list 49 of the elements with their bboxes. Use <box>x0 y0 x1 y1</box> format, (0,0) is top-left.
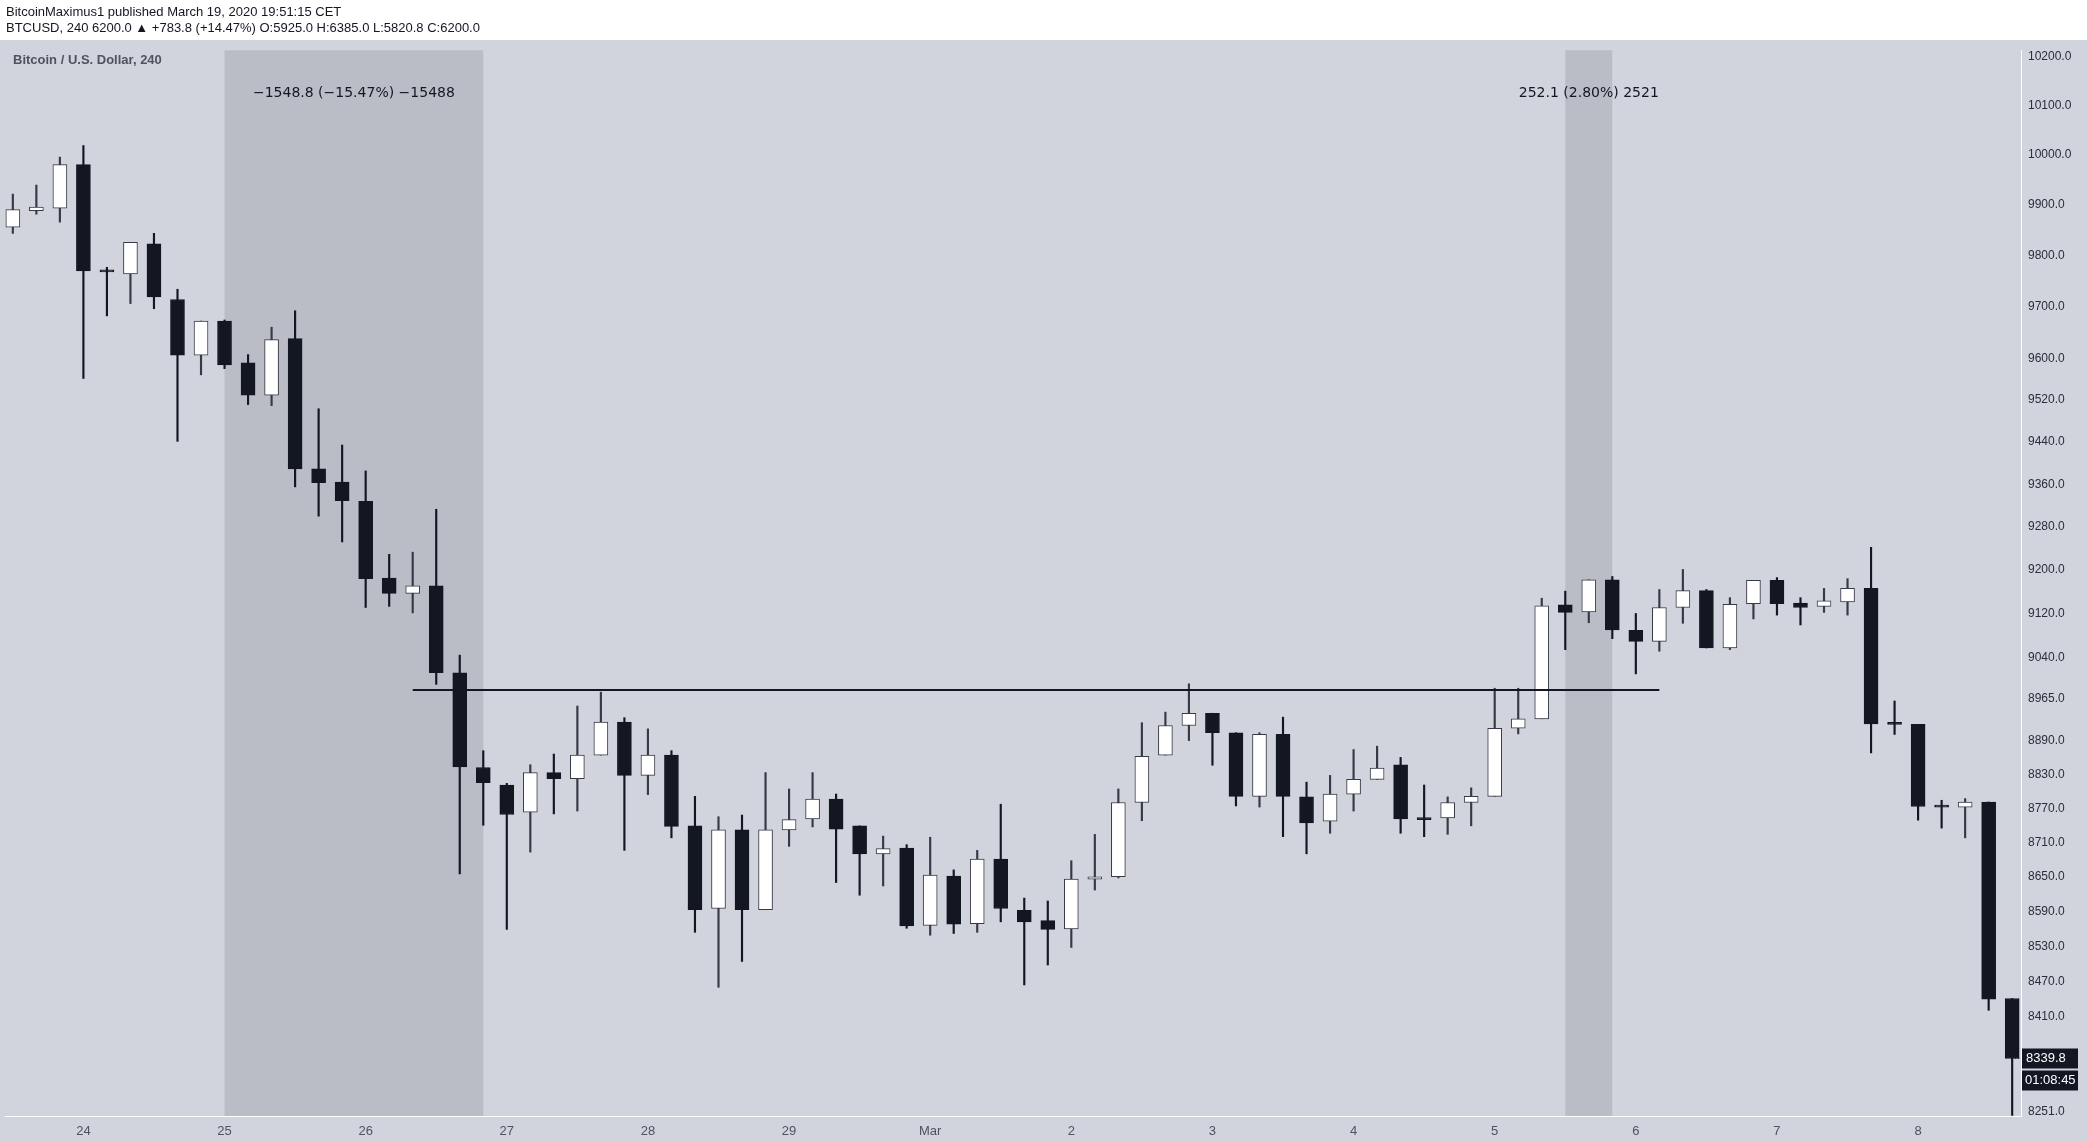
x-tick-label: 3 <box>1208 1123 1217 1139</box>
annotation: 8339.8 <box>2026 1050 2066 1066</box>
y-tick-label: 9700.0 <box>2028 298 2066 313</box>
y-tick-label: 8965.0 <box>2028 691 2066 706</box>
y-tick-label: 10000.0 <box>2028 147 2072 162</box>
y-tick-label: 8770.0 <box>2028 800 2066 815</box>
text: 01:08:45 <box>2025 1072 2076 1088</box>
x-tick-label: 27 <box>499 1123 515 1139</box>
y-tick-label: 9440.0 <box>2028 434 2066 449</box>
x-tick-label: 8 <box>1914 1123 1922 1139</box>
band-label: −1548.8 (−15.47%) −15488 <box>252 83 455 100</box>
x-tick-label: 7 <box>1773 1123 1781 1139</box>
y-tick-label: 8530.0 <box>2028 938 2066 953</box>
y-tick-label: 9120.0 <box>2028 605 2066 620</box>
candlestick <box>1346 749 1361 812</box>
x-tick-label: Mar <box>918 1123 943 1139</box>
candlestick <box>1793 597 1808 626</box>
x-tick-label: 6 <box>1632 1123 1640 1139</box>
y-tick-label: 9800.0 <box>2028 247 2066 262</box>
y-tick-label: 10200.0 <box>2028 48 2072 63</box>
y-tick-label: 8710.0 <box>2028 834 2066 849</box>
y-tick-label: 8470.0 <box>2028 973 2066 988</box>
y-tick-label: 9280.0 <box>2028 519 2066 534</box>
y-tick-label: 8410.0 <box>2028 1009 2066 1024</box>
x-tick-label: 4 <box>1349 1123 1358 1139</box>
y-tick-label: 9360.0 <box>2028 476 2066 491</box>
y-tick-label: 8590.0 <box>2028 903 2066 918</box>
y-tick-label: 9520.0 <box>2028 392 2066 407</box>
x-tick-label: 28 <box>640 1123 656 1139</box>
x-tick-label: 29 <box>781 1123 797 1139</box>
x-tick-label: 5 <box>1491 1123 1499 1139</box>
y-tick-label: 8251.0 <box>2028 1104 2066 1119</box>
y-tick-label: 8830.0 <box>2028 766 2066 781</box>
x-tick-label: 26 <box>358 1123 373 1139</box>
y-tick-label: 8890.0 <box>2028 732 2066 747</box>
candlestick <box>1887 700 1902 735</box>
y-tick-label: 9900.0 <box>2028 197 2066 212</box>
x-tick-label: 25 <box>217 1123 232 1139</box>
chart-title: Bitcoin / U.S. Dollar, 240 <box>13 52 162 68</box>
x-tick-label: 24 <box>76 1123 91 1139</box>
text: BTCUSD, 240 6200.0 ▲ +783.8 (+14.47%) O:5925.0 H:6385.0 L:5820.8 C:6200.0 <box>6 20 481 36</box>
text: BitcoinMaximus1 published March 19, 2020 19:51:15 CET <box>6 4 343 20</box>
y-tick-label: 8650.0 <box>2028 869 2066 884</box>
x-tick-label: 2 <box>1067 1123 1075 1139</box>
y-tick-label: 9600.0 <box>2028 350 2066 365</box>
y-tick-label: 10100.0 <box>2028 97 2072 112</box>
y-tick-label: 9200.0 <box>2028 562 2066 577</box>
y-tick-label: 9040.0 <box>2028 649 2066 664</box>
band-label: 252.1 (2.80%) 2521 <box>1518 83 1659 100</box>
